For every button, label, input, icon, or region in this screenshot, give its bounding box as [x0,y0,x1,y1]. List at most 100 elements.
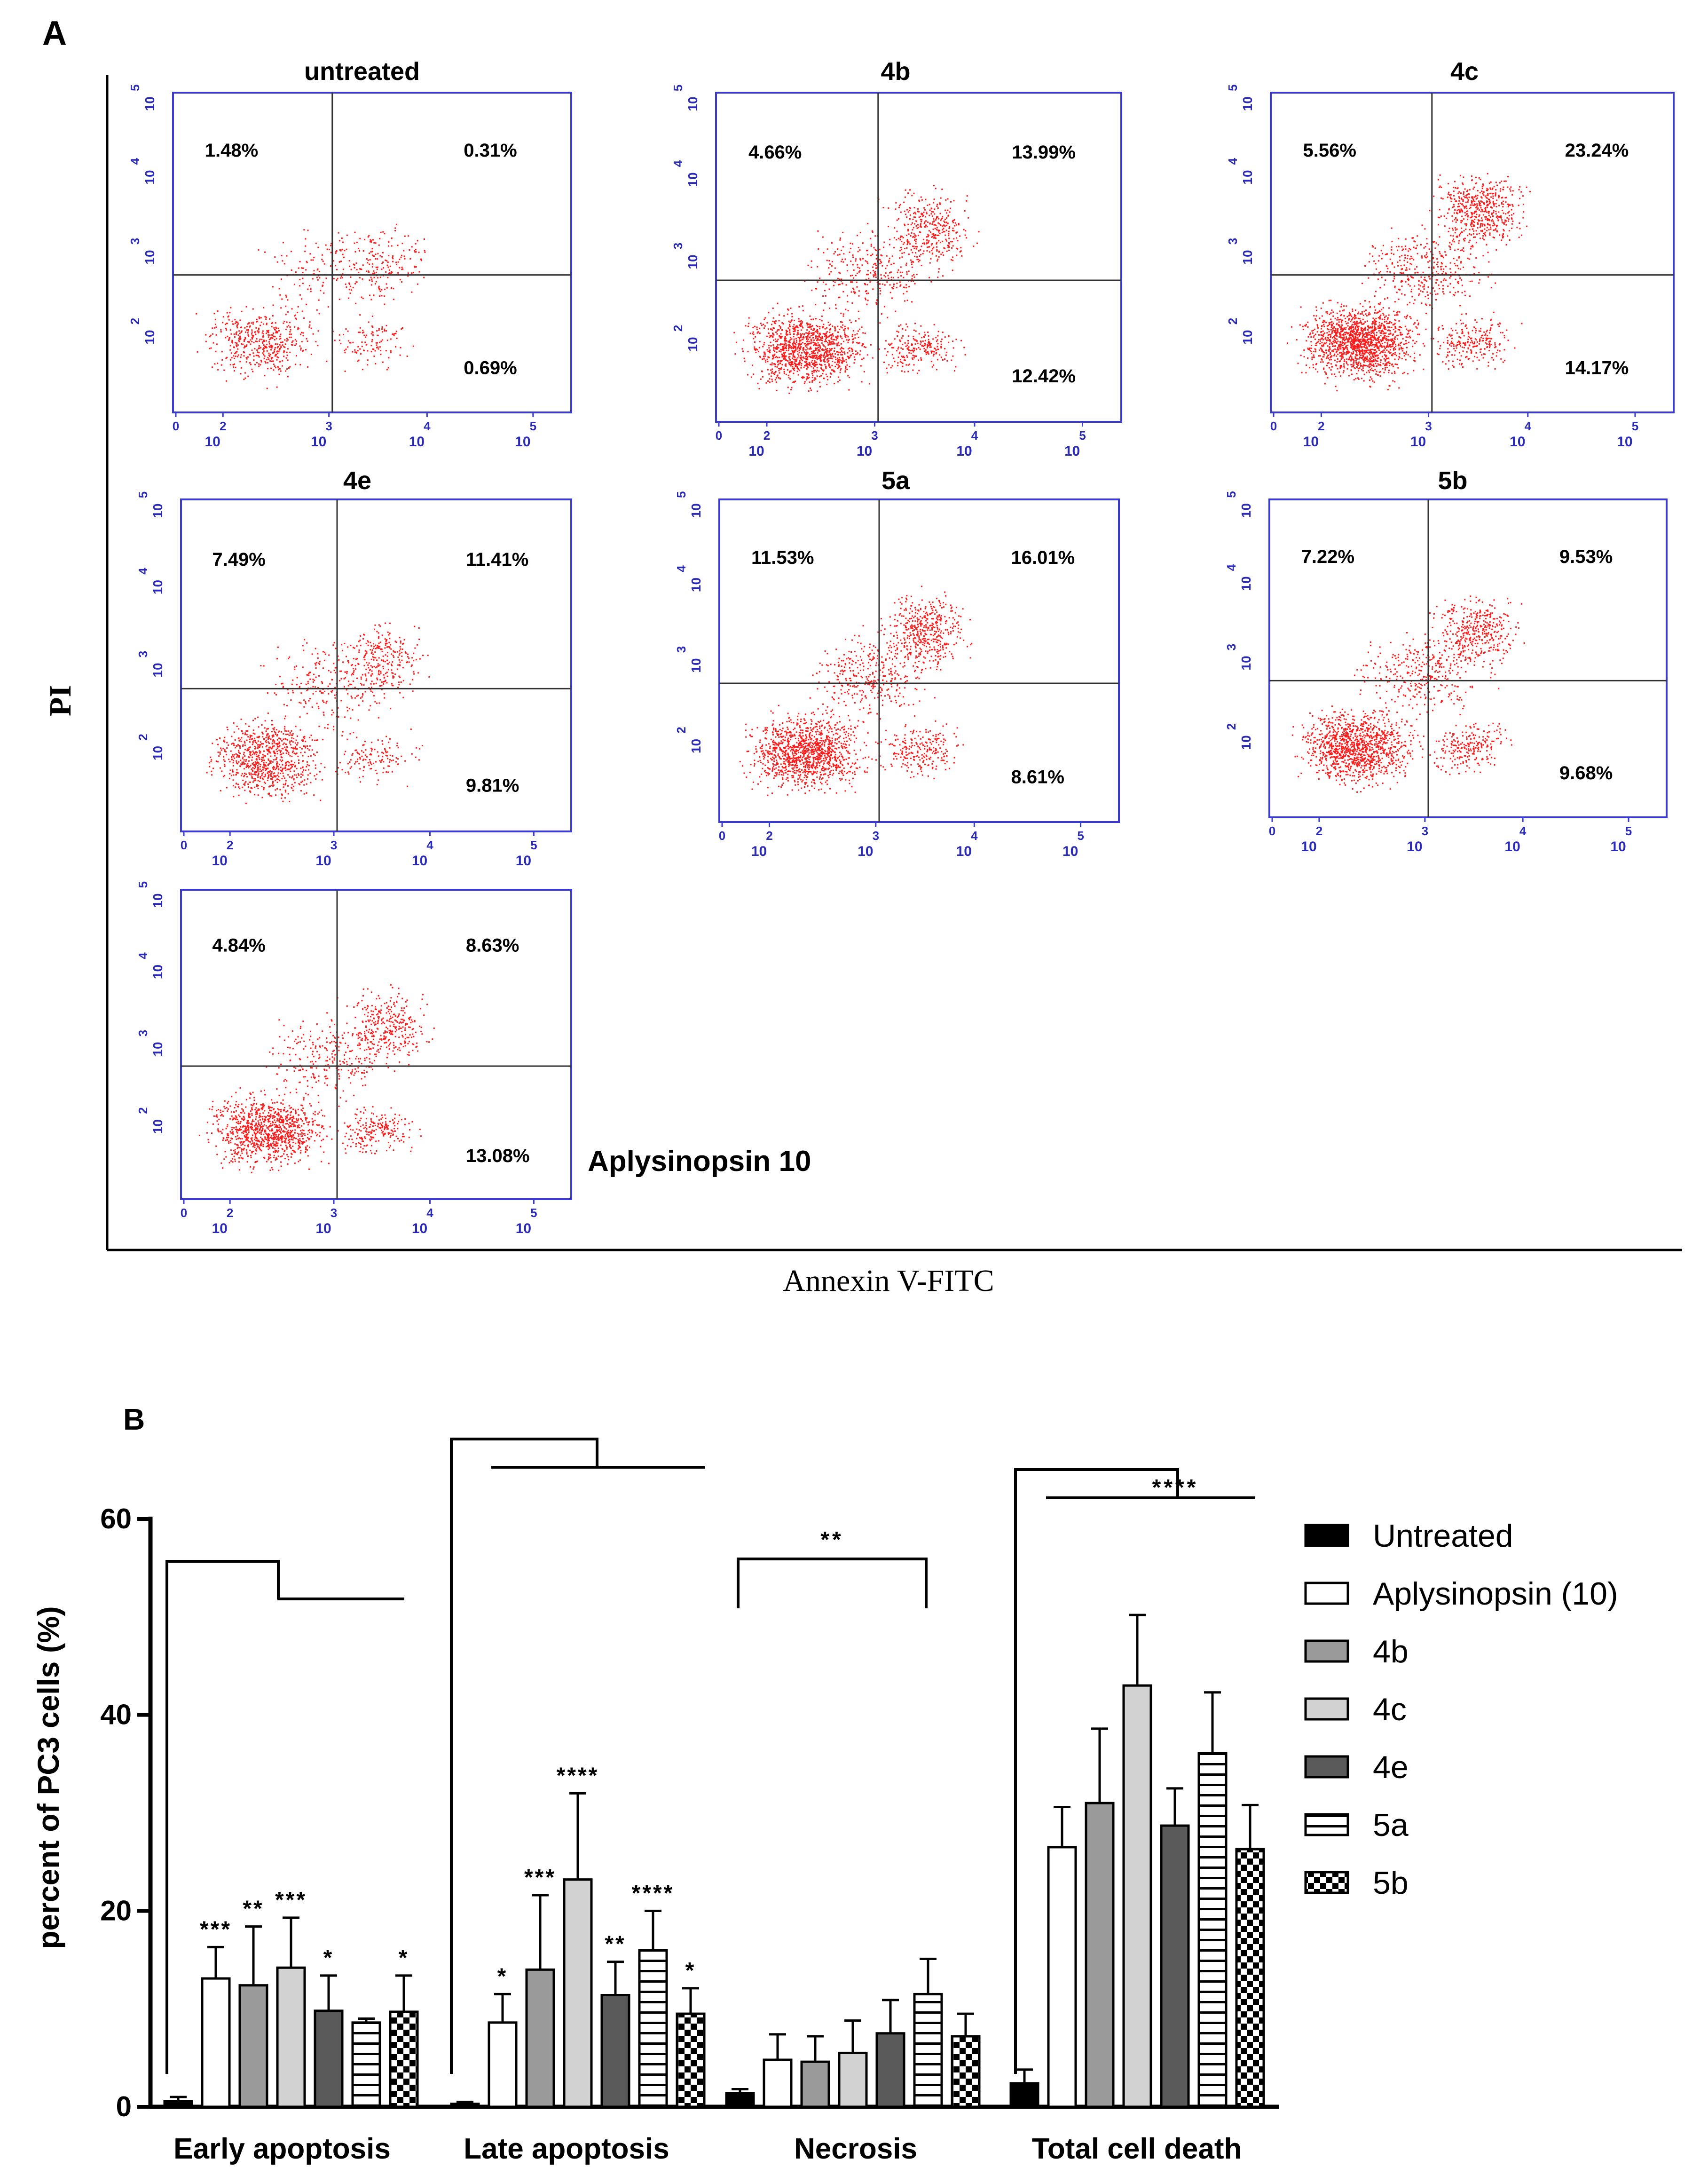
x-tick-exp: 3 [331,838,337,852]
y-tick-base: 10 [1239,735,1253,750]
y-tick-base: 10 [150,1042,165,1056]
bar [1235,1848,1265,2108]
category-label: Total cell death [1032,2133,1242,2165]
flow-plot: 4.84% 8.63%13.08%0 21010231010341010451010… [136,881,811,1236]
x-tick-exp: 0 [719,829,725,843]
y-tick-exp: 2 [1226,318,1240,324]
x-tick-base: 10 [956,844,972,859]
bar [1085,1802,1115,2108]
bar [276,1966,306,2108]
flow-plot-title: 5b [1438,467,1467,495]
bar [351,2021,381,2108]
flow-dots [1291,595,1525,793]
y-tick-exp: 2 [136,1107,150,1114]
x-tick-base: 10 [516,853,531,869]
quadrant-lr-label: 0.69% [464,357,517,378]
x-tick-base: 10 [1301,839,1316,854]
x-tick-base: 10 [858,844,873,859]
bar [638,1949,668,2108]
flow-plot: 11.53% 16.01%8.61%0 2101023101034101045101… [674,467,1120,859]
bar [1122,1684,1152,2108]
x-tick-base: 10 [212,1221,227,1236]
x-tick-exp: 0 [1270,419,1277,433]
flow-plot-title: 5a [882,467,910,495]
y-tick-exp: 5 [1226,84,1240,91]
bar [163,2100,193,2108]
flow-plot-frame [180,498,572,832]
x-tick-exp: 3 [1425,419,1432,433]
y-tick-exp: 2 [674,727,688,733]
flow-plot-frame [172,92,572,413]
x-tick-exp: 2 [227,838,233,852]
bar [838,2051,868,2108]
bar [389,2010,419,2108]
legend-label: 4c [1373,1692,1407,1727]
quadrant-lr-label: 8.61% [1011,767,1064,788]
legend-swatch [1304,1871,1349,1894]
quadrant-ur-label: 23.24% [1565,140,1629,161]
significance-stars: * [497,1964,508,1989]
legend-swatch [1304,1813,1349,1836]
x-tick-base: 10 [412,1221,427,1236]
legend-label: 4e [1373,1749,1409,1785]
y-tick-exp: 2 [128,318,142,324]
quadrant-ul-label: 7.49% [212,549,265,570]
x-tick-exp: 2 [220,419,226,433]
bar [600,1994,630,2108]
x-tick-exp: 2 [766,829,772,843]
x-tick-base: 10 [409,434,425,450]
quadrant-ur-label: 9.53% [1559,546,1613,567]
bar [1047,1846,1077,2108]
quadrant-ur-label: 13.99% [1012,142,1076,163]
bar [763,2058,793,2108]
flow-scatter [199,984,435,1173]
x-tick-exp: 3 [873,829,879,843]
y-tick-base: 10 [142,96,157,111]
quadrant-ul-label: 4.66% [748,142,802,163]
group-significance-stars: ** [820,1527,843,1552]
legend-swatch [1304,1755,1349,1779]
bar [951,2035,981,2108]
quadrant-ul-label: 7.22% [1301,546,1354,567]
flow-plot-title: 4c [1450,57,1479,86]
significance-stars: ** [605,1932,626,1957]
y-tick-base: 10 [685,254,700,269]
x-tick-exp: 0 [173,419,179,433]
y-tick-base: 10 [142,250,157,264]
x-tick-base: 10 [748,443,764,459]
category-label: Late apoptosis [464,2133,669,2165]
y-tick-exp: 4 [1226,158,1240,165]
x-tick-exp: 4 [1525,419,1532,433]
y-tick-exp: 5 [1224,491,1238,498]
y-tick-label: 20 [100,1895,132,1926]
quadrant-lr-label: 9.81% [466,775,519,796]
legend-swatch [1304,1524,1349,1547]
flow-plots: 1.48% 0.31%0.69%0 210102310103410104510105… [128,57,1675,1236]
y-tick-base: 10 [1239,503,1253,518]
flow-plot: 4.66% 13.99%12.42%0 2101023101034101045101… [671,57,1122,459]
x-tick-exp: 4 [426,838,433,852]
y-tick-label: 0 [116,2091,132,2122]
bar [1009,2082,1039,2108]
panel-b-label: B [123,1402,145,1436]
y-tick-exp: 3 [1226,238,1240,245]
flow-scatter [206,622,430,804]
y-tick-base: 10 [150,746,165,760]
y-tick-exp: 5 [674,491,688,498]
y-tick-exp: 3 [136,651,150,657]
bar [1197,1752,1228,2108]
y-tick-exp: 4 [674,565,688,572]
x-tick-base: 10 [1504,839,1520,854]
y-tick-base: 10 [689,739,703,753]
significance-bracket [165,1560,404,2074]
x-tick-base: 10 [1617,434,1632,450]
y-tick-exp: 5 [671,85,685,91]
y-tick-exp: 4 [1224,564,1238,571]
x-tick-exp: 2 [763,428,770,443]
bar [563,1878,593,2108]
flow-dots [1287,173,1531,392]
quadrant-ur-label: 0.31% [464,140,517,161]
quadrant-lr-label: 13.08% [466,1146,530,1166]
x-tick-base: 10 [1064,443,1080,459]
